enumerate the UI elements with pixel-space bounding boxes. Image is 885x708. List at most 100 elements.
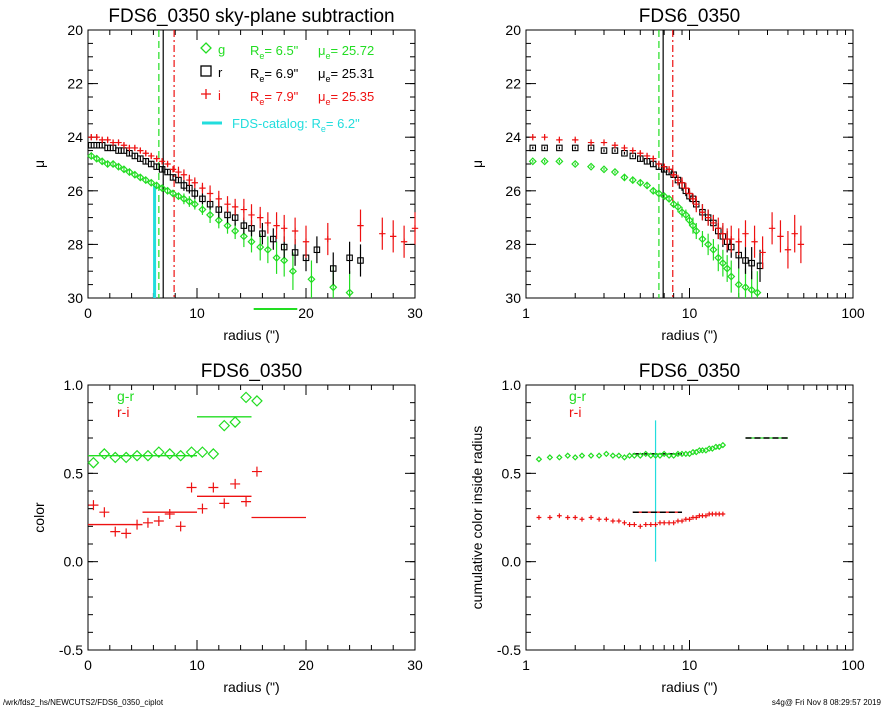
data-point [529,134,536,141]
y-tick-label: -0.5 [497,642,521,658]
data-point [747,285,756,295]
data-point [104,136,111,144]
data-point [615,452,623,459]
data-point [190,200,199,209]
data-point [637,523,643,529]
data-point [251,395,263,407]
data-point [784,246,792,253]
y-tick-label: 28 [505,236,521,252]
data-point [720,511,726,517]
data-point [671,520,677,526]
data-point [621,454,628,461]
data-point [231,226,240,236]
x-axis-label: radius (") [661,679,717,695]
data-point [610,167,620,177]
data-point [110,526,121,537]
data-point [251,466,262,477]
data-point [674,176,682,184]
chart-title: FDS6_0350 [639,6,740,27]
data-point [600,147,608,154]
data-point [175,521,186,532]
data-point [654,189,663,198]
data-point [153,516,164,527]
data-point [541,134,548,141]
data-point [556,144,563,152]
data-point [136,173,145,182]
data-point [572,515,578,520]
data-point [206,210,215,219]
footer-right: s4g@ Fri Nov 8 08:29:57 2019 [771,698,881,707]
data-point [174,192,183,201]
data-point [728,235,735,243]
data-point [163,186,172,195]
data-point [734,280,743,289]
data-point [609,452,617,459]
data-point [742,257,749,264]
data-point [535,455,543,463]
data-point [168,189,178,198]
y-tick-label: 0.5 [64,465,84,481]
data-point [653,522,658,527]
chart-title: FDS6_0350 sky-plane subtraction [108,6,394,27]
legend-marker-g [200,42,212,54]
data-point [131,449,143,462]
data-point [99,507,110,518]
data-point [741,283,750,292]
data-point [587,452,595,459]
data-point [400,238,408,245]
data-point [588,515,594,520]
data-point [120,451,132,464]
data-point [686,190,693,197]
data-point [196,446,209,458]
data-point [629,147,636,154]
data-point [660,450,668,458]
data-point [631,452,638,459]
data-point [627,522,632,527]
data-point [661,520,667,526]
x-tick-label: 10 [682,657,698,673]
data-point [109,139,117,146]
data-point [703,513,709,519]
data-point [636,178,645,187]
y-tick-label: 1.0 [64,377,84,393]
data-point [675,518,681,524]
legend: g-rr-i [569,388,586,420]
data-point [621,144,628,152]
data-point [103,159,112,169]
data-point [678,179,686,186]
data-point [652,452,659,459]
data-point [587,139,595,146]
data-point [158,158,166,165]
legend-g-r: g-r [569,388,586,404]
data-point [158,184,167,193]
chart-title: FDS6_0350 [639,361,740,382]
data-point [650,155,657,162]
data-point [556,454,563,461]
y-tick-label: 0.5 [502,465,522,481]
data-point [587,162,596,171]
data-point [611,142,619,149]
data-point [704,240,713,249]
legend-band-g: g [218,42,225,57]
x-tick-label: 1 [522,305,530,321]
data-point [132,519,143,530]
data-point [753,288,762,297]
data-point [191,190,199,197]
x-tick-label: 100 [841,305,865,321]
y-tick-label: 20 [505,22,521,38]
data-point [689,195,697,203]
data-point [164,508,175,519]
data-point [270,235,277,243]
y-tick-label: 28 [67,236,83,252]
data-point [126,144,133,152]
data-point [120,142,128,149]
x-tick-label: 30 [407,657,423,673]
data-point [600,139,608,146]
x-tick-label: 20 [298,657,314,673]
data-point [302,238,310,245]
data-point [98,136,106,144]
data-point [411,225,419,232]
data-point [214,216,223,225]
data-point [665,452,673,459]
